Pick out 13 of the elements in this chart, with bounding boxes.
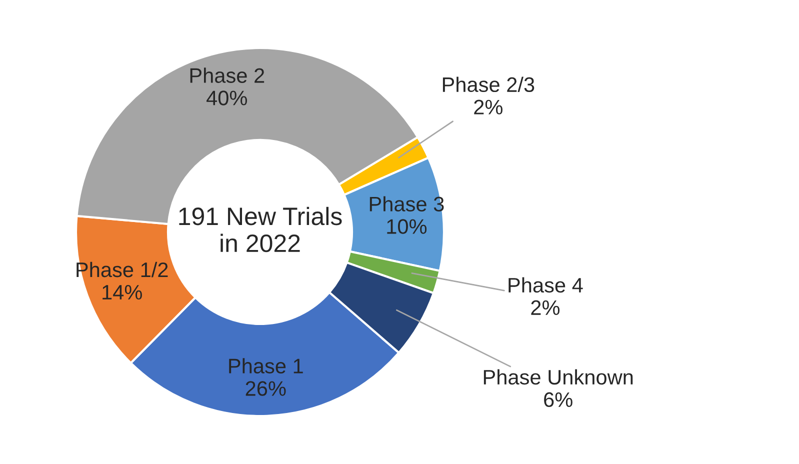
slice-label: Phase 1	[229, 358, 303, 374]
text: 191 New Trials in 2022	[179, 206, 342, 252]
slice-label: Phase Unknown	[484, 369, 633, 385]
data-label: 2%	[474, 100, 502, 114]
slice-label: Phase 4	[508, 277, 583, 293]
data-label: 10%	[387, 219, 427, 234]
slice-label: Phase 2/3	[442, 76, 534, 92]
data-label: 40%	[206, 90, 247, 106]
data-label: 2%	[531, 300, 560, 315]
data-label: 26%	[246, 381, 286, 396]
slice-label: Phase 2	[190, 68, 264, 83]
data-label: 14%	[102, 284, 142, 300]
data-label: 6%	[544, 392, 572, 408]
